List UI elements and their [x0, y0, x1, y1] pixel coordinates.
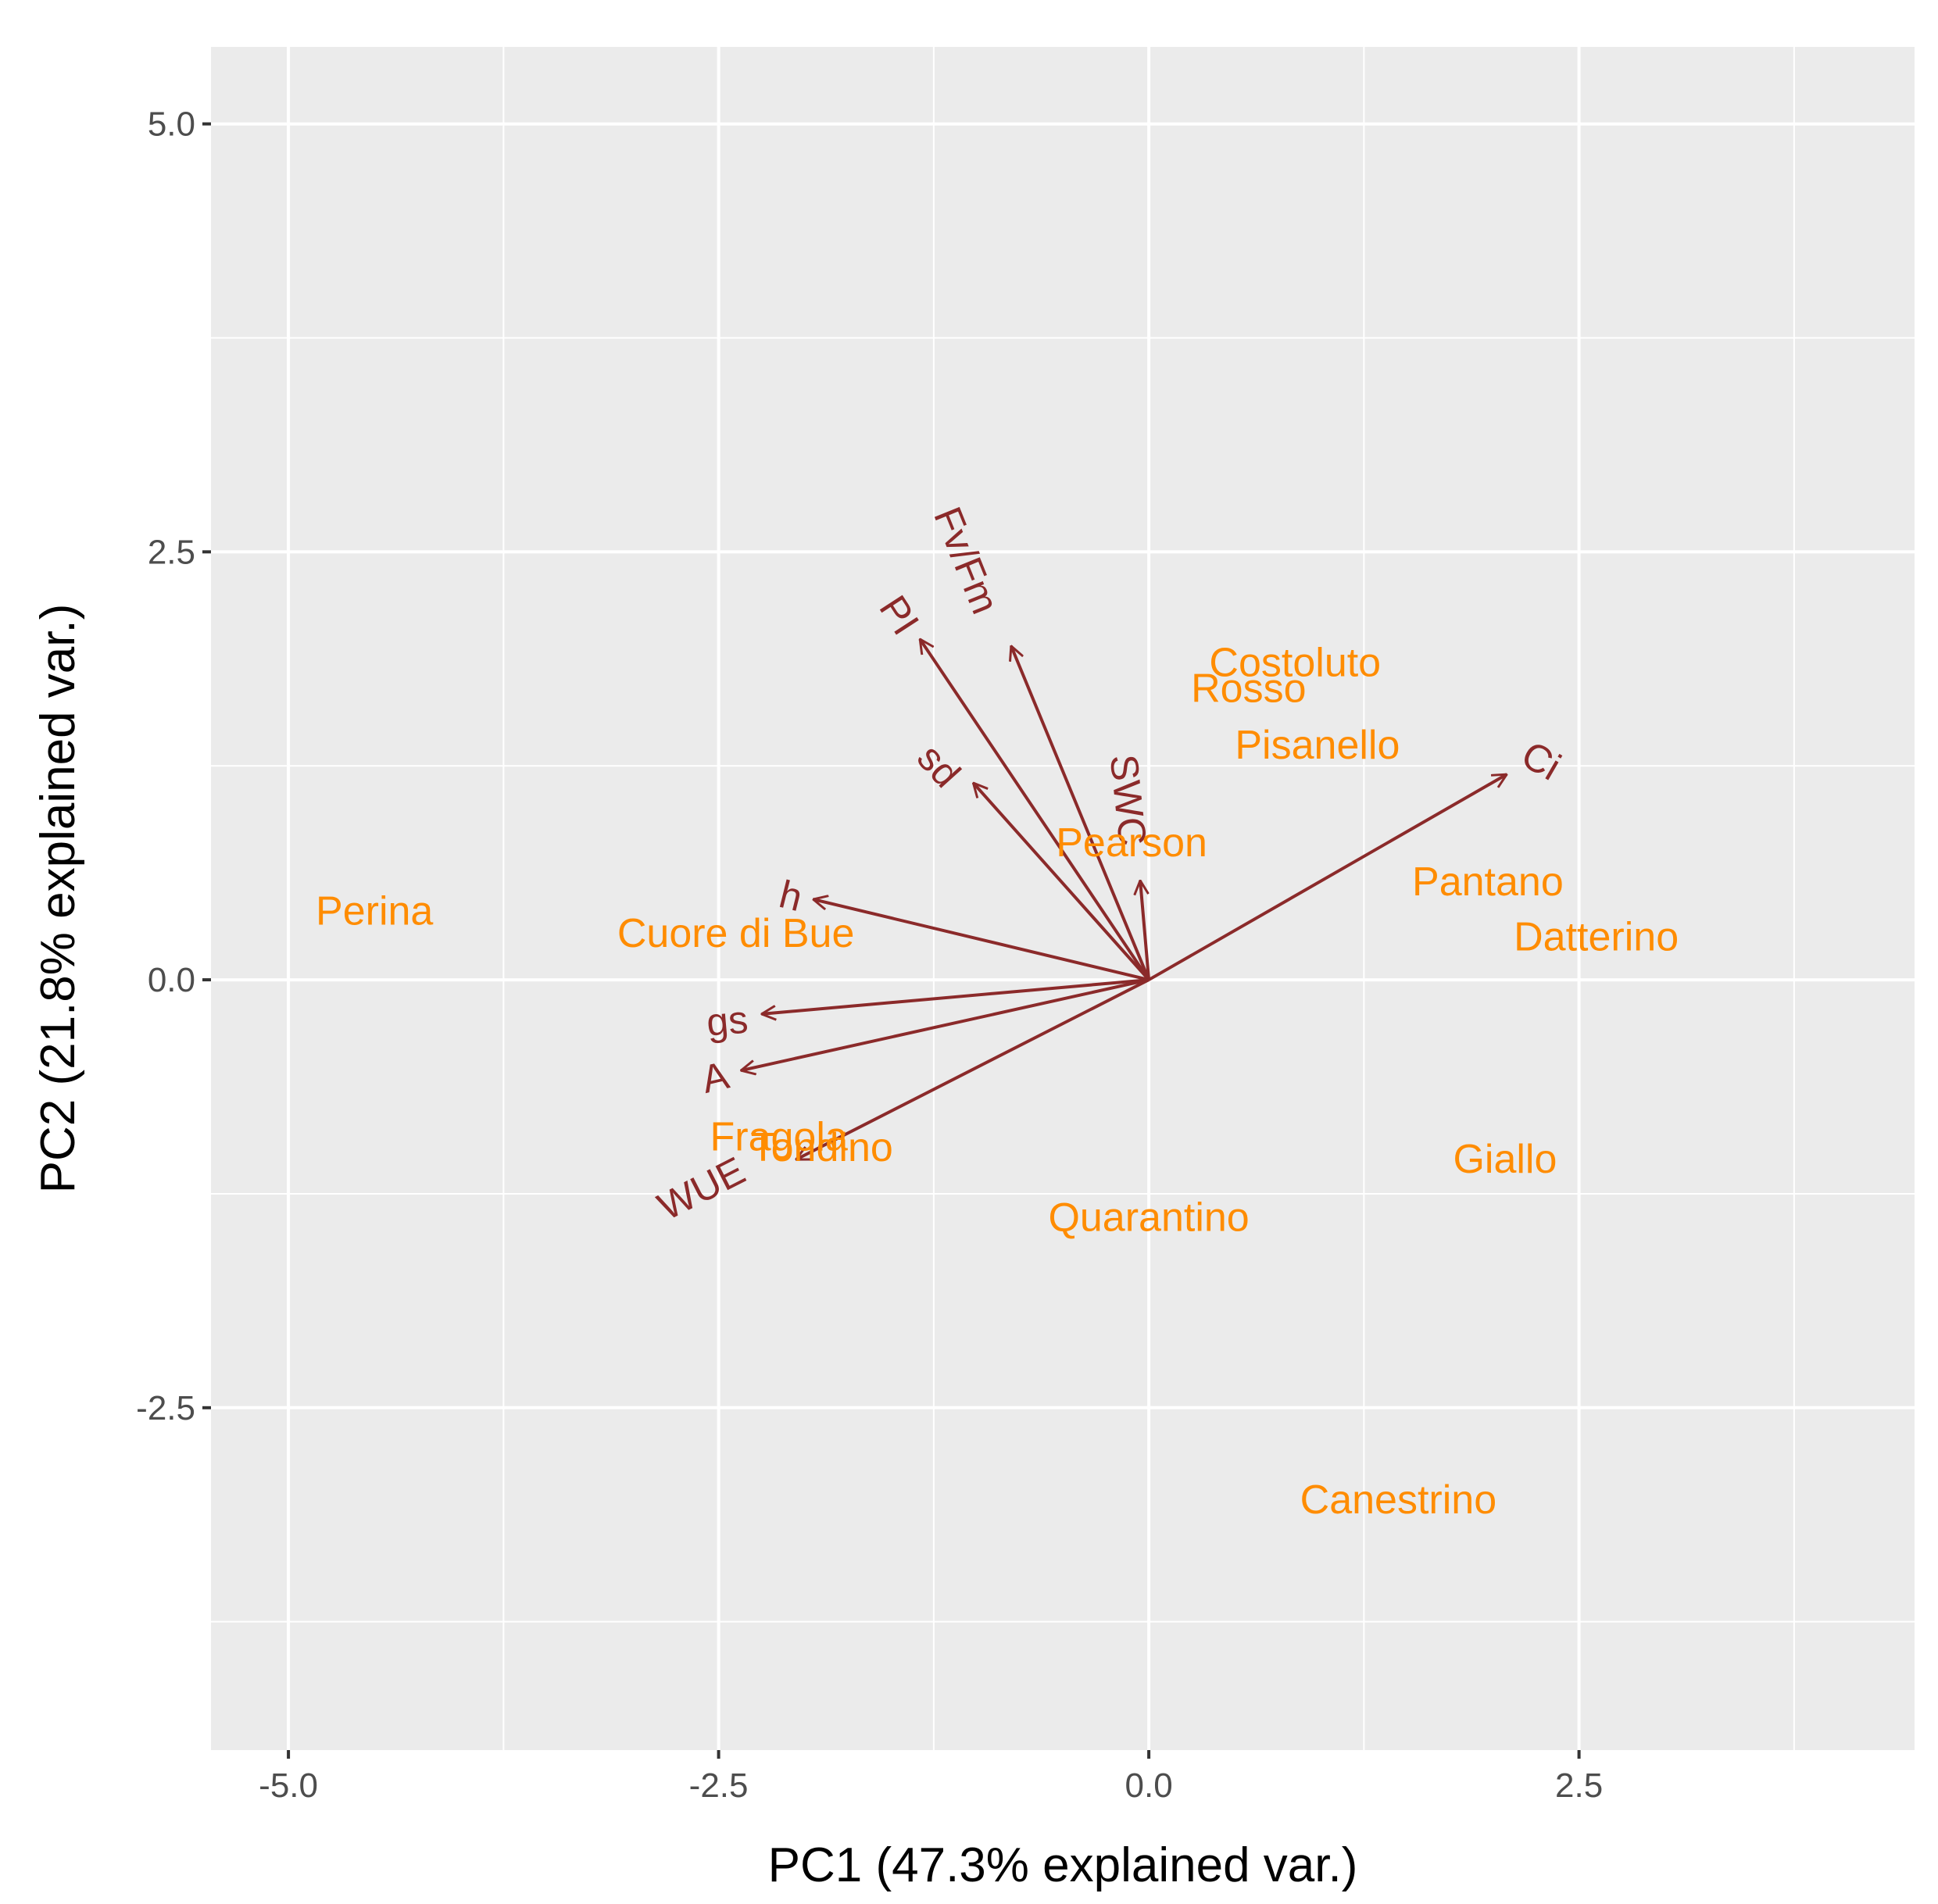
- y-axis-title: PC2 (21.8% explained var.): [31, 604, 85, 1194]
- y-tick-label: 0.0: [148, 961, 195, 999]
- vector-label-gs: gs: [705, 997, 749, 1044]
- point-label-cuore-di-bue: Cuore di Bue: [617, 911, 855, 956]
- x-tick-label: 0.0: [1125, 1766, 1173, 1805]
- x-axis-title: PC1 (47.3% explained var.): [768, 1838, 1358, 1892]
- point-label-pantano: Pantano: [1412, 859, 1564, 905]
- y-tick-label: -2.5: [136, 1389, 195, 1427]
- vector-arrow-sd: [973, 783, 1150, 981]
- x-tick-label: 2.5: [1555, 1766, 1603, 1805]
- major-gridlines: [211, 47, 1915, 1750]
- point-label-canestrino: Canestrino: [1300, 1477, 1496, 1523]
- minor-gridlines: [211, 47, 1915, 1750]
- point-label-tondino: Tondino: [751, 1125, 893, 1170]
- vector-label-swc: SWC: [1102, 752, 1155, 848]
- x-axis: -5.0 -2.5 0.0 2.5: [259, 1750, 1603, 1805]
- point-label-quarantino: Quarantino: [1048, 1195, 1249, 1241]
- point-label-pisanello: Pisanello: [1235, 723, 1400, 768]
- point-label-costoluto: Costoluto: [1209, 641, 1381, 686]
- point-label-giallo: Giallo: [1453, 1137, 1557, 1182]
- vector-arrow-wue: [796, 978, 1150, 1161]
- point-label-pearson: Pearson: [1056, 820, 1207, 866]
- y-tick-label: 2.5: [148, 533, 195, 571]
- vector-arrow-gs: [762, 978, 1150, 1014]
- x-tick-label: -2.5: [689, 1766, 749, 1805]
- vector-arrow-ci: [1148, 773, 1507, 981]
- point-label-datterino: Datterino: [1514, 914, 1679, 959]
- y-tick-label: 5.0: [148, 105, 195, 144]
- point-label-fragola: Fragola: [710, 1115, 848, 1160]
- vector-arrow-fv-fm: [1011, 646, 1150, 981]
- y-axis: 5.0 2.5 0.0 -2.5: [136, 105, 211, 1427]
- point-label-perina: Perina: [316, 888, 433, 934]
- x-tick-label: -5.0: [259, 1766, 318, 1805]
- vector-arrow-swc: [1140, 881, 1151, 981]
- point-label-rosso: Rosso: [1191, 666, 1306, 712]
- vector-arrow-pi: [920, 639, 1150, 981]
- vector-arrow-h: [813, 899, 1150, 982]
- plot-panel: [211, 47, 1915, 1750]
- vector-arrow-a: [741, 978, 1150, 1070]
